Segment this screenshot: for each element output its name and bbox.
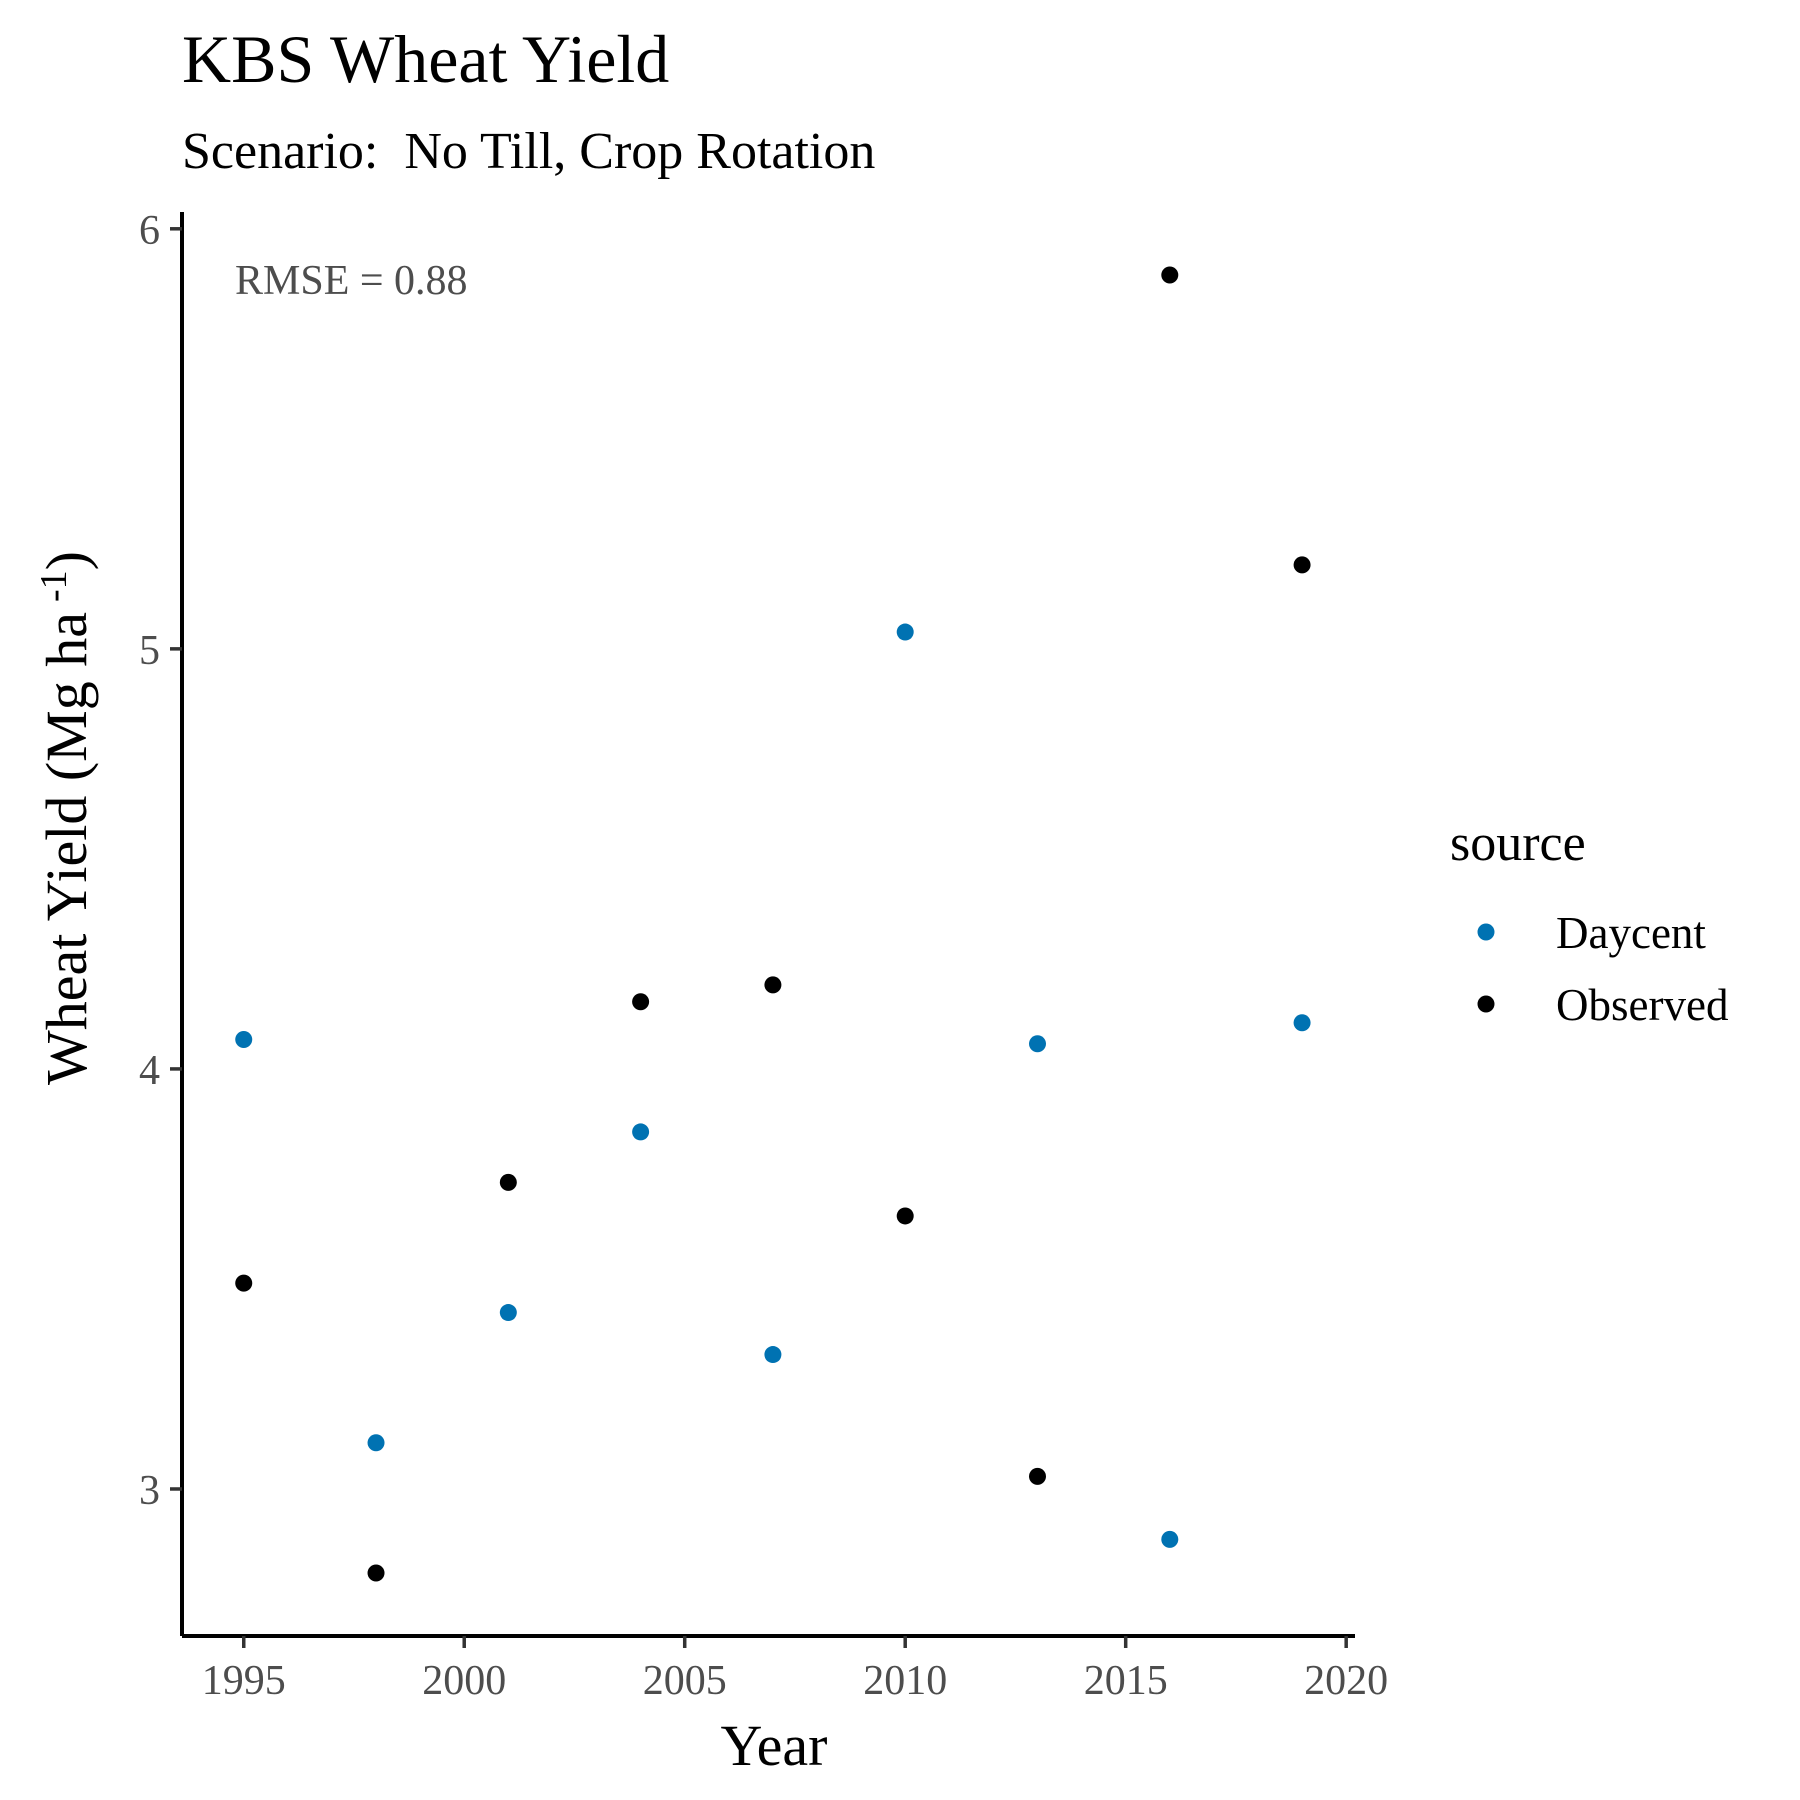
x-tick-label: 1995 — [202, 1658, 286, 1704]
point-daycent — [499, 1304, 517, 1322]
x-tick-label: 2020 — [1304, 1658, 1388, 1704]
legend-label-observed: Observed — [1556, 980, 1728, 1030]
y-tick-label: 4 — [139, 1048, 160, 1094]
x-axis-title: Year — [721, 1713, 828, 1778]
y-axis-title-main: Wheat Yield (Mg ha — [34, 612, 99, 1085]
point-daycent — [632, 1123, 650, 1141]
x-axis-ticks: 1995 2000 2005 2010 2015 2020 — [202, 1636, 1388, 1704]
axes — [180, 212, 1355, 1638]
x-tick-label: 2010 — [863, 1658, 947, 1704]
point-observed — [235, 1274, 253, 1292]
point-observed — [1293, 556, 1311, 574]
point-daycent — [764, 1346, 782, 1364]
legend-title: source — [1450, 815, 1586, 872]
chart-title: KBS Wheat Yield — [182, 21, 669, 97]
point-observed — [632, 993, 650, 1011]
legend-key-observed — [1477, 995, 1495, 1013]
point-daycent — [1161, 1530, 1179, 1548]
x-tick-label: 2005 — [643, 1658, 727, 1704]
x-tick-label: 2000 — [422, 1658, 506, 1704]
y-axis-title: Wheat Yield (Mg ha -1) — [33, 551, 99, 1085]
point-observed — [1161, 266, 1179, 284]
point-observed — [367, 1564, 385, 1582]
legend-label-daycent: Daycent — [1556, 908, 1706, 958]
point-observed — [1028, 1467, 1046, 1485]
chart-subtitle: Scenario: No Till, Crop Rotation — [182, 123, 875, 180]
point-daycent — [1293, 1014, 1311, 1032]
point-observed — [896, 1207, 914, 1225]
y-axis-title-exponent: -1 — [33, 570, 75, 602]
point-daycent — [235, 1031, 253, 1049]
point-daycent — [1028, 1035, 1046, 1053]
point-observed — [764, 976, 782, 994]
point-daycent — [896, 623, 914, 641]
y-tick-label: 5 — [139, 628, 160, 674]
y-tick-label: 3 — [139, 1468, 160, 1514]
legend: source Daycent Observed — [1450, 815, 1728, 1030]
legend-key-daycent — [1477, 923, 1495, 941]
point-observed — [499, 1173, 517, 1191]
rmse-annotation: RMSE = 0.88 — [235, 258, 468, 304]
x-tick-label: 2015 — [1084, 1658, 1168, 1704]
y-axis-title-close: ) — [34, 551, 99, 570]
data-points — [235, 266, 1311, 1582]
point-daycent — [367, 1434, 385, 1452]
y-axis-ticks: 3 4 5 6 — [139, 208, 182, 1514]
y-tick-label: 6 — [139, 208, 160, 254]
